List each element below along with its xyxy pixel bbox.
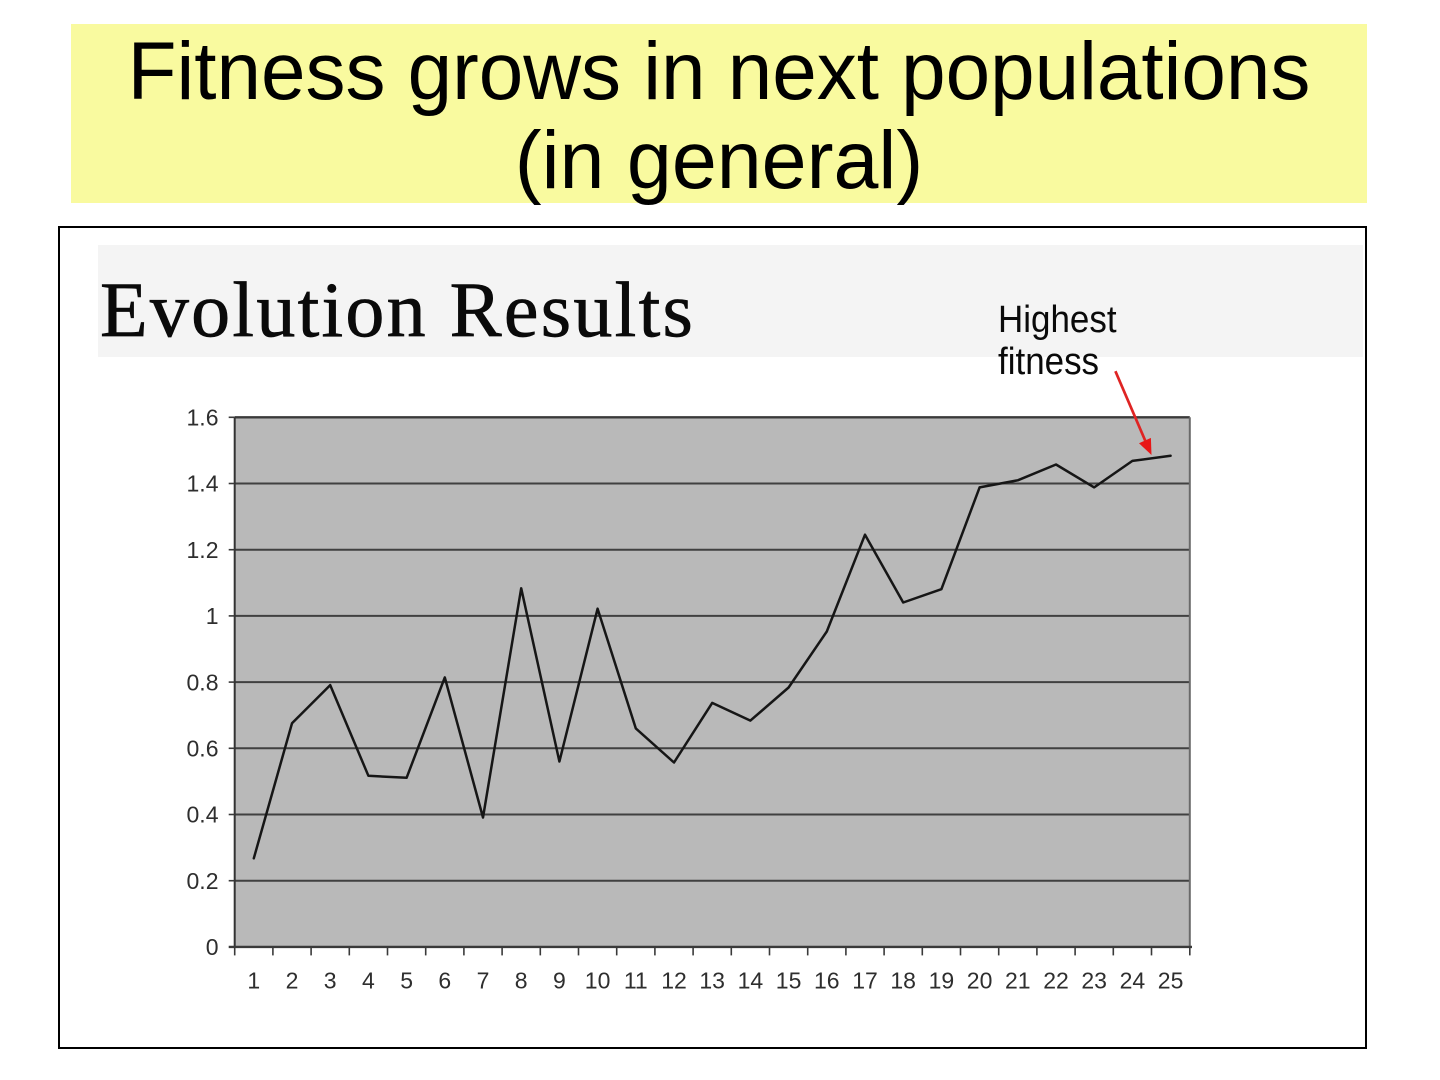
svg-text:4: 4 <box>362 968 375 994</box>
svg-text:0.2: 0.2 <box>187 868 219 894</box>
svg-text:12: 12 <box>661 968 687 994</box>
svg-text:18: 18 <box>890 968 916 994</box>
svg-text:3: 3 <box>324 968 337 994</box>
svg-text:10: 10 <box>585 968 611 994</box>
svg-text:21: 21 <box>1005 968 1031 994</box>
svg-text:1.2: 1.2 <box>187 537 219 563</box>
svg-text:19: 19 <box>929 968 955 994</box>
svg-text:0.8: 0.8 <box>187 669 219 695</box>
svg-text:20: 20 <box>967 968 993 994</box>
svg-text:23: 23 <box>1081 968 1107 994</box>
svg-text:8: 8 <box>515 968 528 994</box>
svg-text:17: 17 <box>852 968 878 994</box>
svg-text:0.6: 0.6 <box>187 736 219 762</box>
svg-text:22: 22 <box>1043 968 1069 994</box>
svg-text:2: 2 <box>286 968 299 994</box>
svg-text:16: 16 <box>814 968 840 994</box>
svg-text:1: 1 <box>206 603 219 629</box>
svg-text:7: 7 <box>477 968 490 994</box>
svg-text:14: 14 <box>738 968 764 994</box>
svg-text:25: 25 <box>1158 968 1184 994</box>
svg-text:0: 0 <box>206 934 219 960</box>
svg-text:5: 5 <box>400 968 413 994</box>
svg-text:24: 24 <box>1120 968 1146 994</box>
svg-text:9: 9 <box>553 968 566 994</box>
svg-text:0.4: 0.4 <box>187 802 219 828</box>
svg-text:6: 6 <box>438 968 451 994</box>
svg-text:1.6: 1.6 <box>187 405 219 431</box>
svg-text:15: 15 <box>776 968 802 994</box>
svg-text:1: 1 <box>247 968 260 994</box>
svg-text:11: 11 <box>624 968 648 994</box>
svg-text:13: 13 <box>699 968 725 994</box>
svg-text:1.4: 1.4 <box>187 471 219 497</box>
